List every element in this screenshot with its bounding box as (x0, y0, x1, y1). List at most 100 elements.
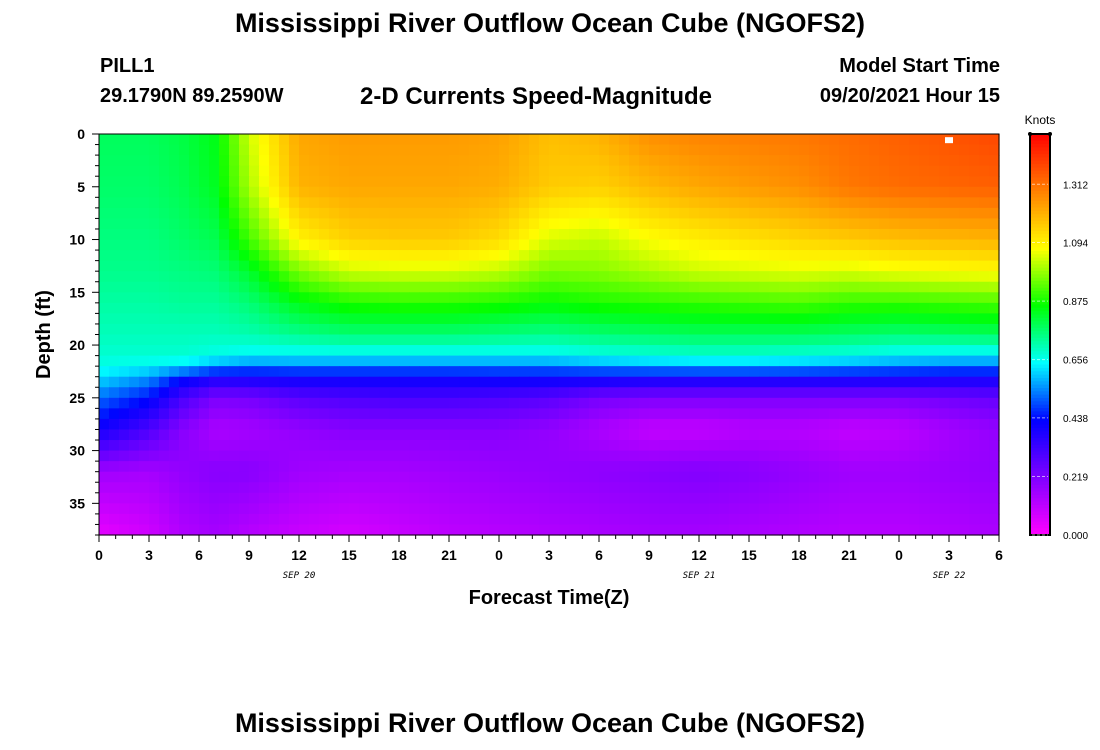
heatmap-cell (479, 250, 490, 262)
heatmap-cell (139, 155, 150, 167)
heatmap-cell (629, 302, 640, 314)
heatmap-cell (339, 292, 350, 304)
heatmap-cell (969, 418, 980, 431)
heatmap-cell (579, 418, 590, 431)
heatmap-cell (439, 271, 450, 283)
heatmap-cell (979, 355, 990, 367)
heatmap-cell (119, 228, 130, 241)
heatmap-cell (479, 176, 490, 188)
heatmap-cell (109, 176, 120, 188)
heatmap-cell (819, 440, 830, 452)
heatmap-cell (899, 144, 910, 156)
heatmap-cell (529, 218, 540, 230)
heatmap-cell (569, 334, 580, 346)
heatmap-cell (809, 418, 820, 431)
heatmap-cell (529, 524, 540, 536)
heatmap-cell (639, 397, 650, 409)
heatmap-cell (659, 461, 670, 473)
heatmap-cell (519, 176, 530, 188)
heatmap-cell (249, 302, 260, 314)
heatmap-cell (489, 513, 500, 526)
heatmap-cell (319, 186, 330, 198)
heatmap-cell (519, 218, 530, 230)
heatmap-cell (889, 323, 900, 336)
heatmap-cell (849, 197, 860, 209)
heatmap-cell (339, 397, 350, 409)
heatmap-cell (209, 366, 220, 378)
heatmap-cell (889, 197, 900, 209)
heatmap-cell (419, 292, 430, 304)
heatmap-cell (949, 387, 960, 399)
heatmap-cell (709, 408, 720, 420)
heatmap-cell (299, 482, 310, 494)
heatmap-cell (299, 302, 310, 314)
heatmap-cell (229, 461, 240, 473)
heatmap-cell (979, 345, 990, 357)
heatmap-cell (579, 376, 590, 388)
heatmap-cell (909, 250, 920, 262)
heatmap-cell (429, 165, 440, 177)
heatmap-cell (349, 450, 360, 462)
heatmap-cell (909, 503, 920, 515)
heatmap-cell (879, 345, 890, 357)
heatmap-cell (199, 165, 210, 177)
heatmap-cell (629, 176, 640, 188)
heatmap-cell (409, 450, 420, 462)
heatmap-cell (879, 313, 890, 325)
heatmap-cell (729, 461, 740, 473)
heatmap-cell (779, 239, 790, 251)
heatmap-cell (579, 461, 590, 473)
heatmap-cell (529, 503, 540, 515)
heatmap-cell (609, 228, 620, 241)
heatmap-cell (979, 482, 990, 494)
heatmap-cell (639, 408, 650, 420)
heatmap-cell (909, 355, 920, 367)
heatmap-cell (479, 155, 490, 167)
heatmap-cell (949, 144, 960, 156)
heatmap-cell (159, 355, 170, 367)
heatmap-cell (359, 397, 370, 409)
heatmap-cell (179, 176, 190, 188)
heatmap-cell (509, 228, 520, 241)
heatmap-cell (599, 355, 610, 367)
heatmap-cell (539, 218, 550, 230)
heatmap-cell (119, 218, 130, 230)
heatmap-cell (989, 513, 1000, 526)
heatmap-cell (879, 440, 890, 452)
heatmap-cell (289, 366, 300, 378)
heatmap-cell (789, 355, 800, 367)
heatmap-cell (109, 471, 120, 483)
heatmap-cell (459, 397, 470, 409)
y-tick-label: 10 (69, 232, 85, 248)
heatmap-cell (969, 207, 980, 220)
heatmap-cell (789, 323, 800, 336)
heatmap-cell (989, 302, 1000, 314)
colorbar-segment (1030, 180, 1050, 185)
heatmap-cell (299, 313, 310, 325)
heatmap-cell (249, 323, 260, 336)
heatmap-cell (289, 281, 300, 293)
heatmap-cell (969, 513, 980, 526)
heatmap-cell (259, 387, 270, 399)
heatmap-cell (99, 239, 110, 251)
heatmap-cell (679, 366, 690, 378)
heatmap-cell (929, 186, 940, 198)
heatmap-cell (789, 250, 800, 262)
heatmap-cell (249, 418, 260, 431)
heatmap-cell (859, 155, 870, 167)
heatmap-cell (799, 450, 810, 462)
heatmap-cell (699, 334, 710, 346)
heatmap-cell (459, 429, 470, 441)
heatmap-cell (559, 408, 570, 420)
heatmap-cell (779, 292, 790, 304)
heatmap-cell (539, 418, 550, 431)
heatmap-cell (719, 165, 730, 177)
heatmap-cell (729, 250, 740, 262)
heatmap-cell (219, 450, 230, 462)
heatmap-cell (509, 524, 520, 536)
heatmap-cell (909, 207, 920, 220)
heatmap-cell (489, 302, 500, 314)
heatmap-cell (529, 155, 540, 167)
heatmap-cell (739, 524, 750, 536)
heatmap-cell (799, 440, 810, 452)
